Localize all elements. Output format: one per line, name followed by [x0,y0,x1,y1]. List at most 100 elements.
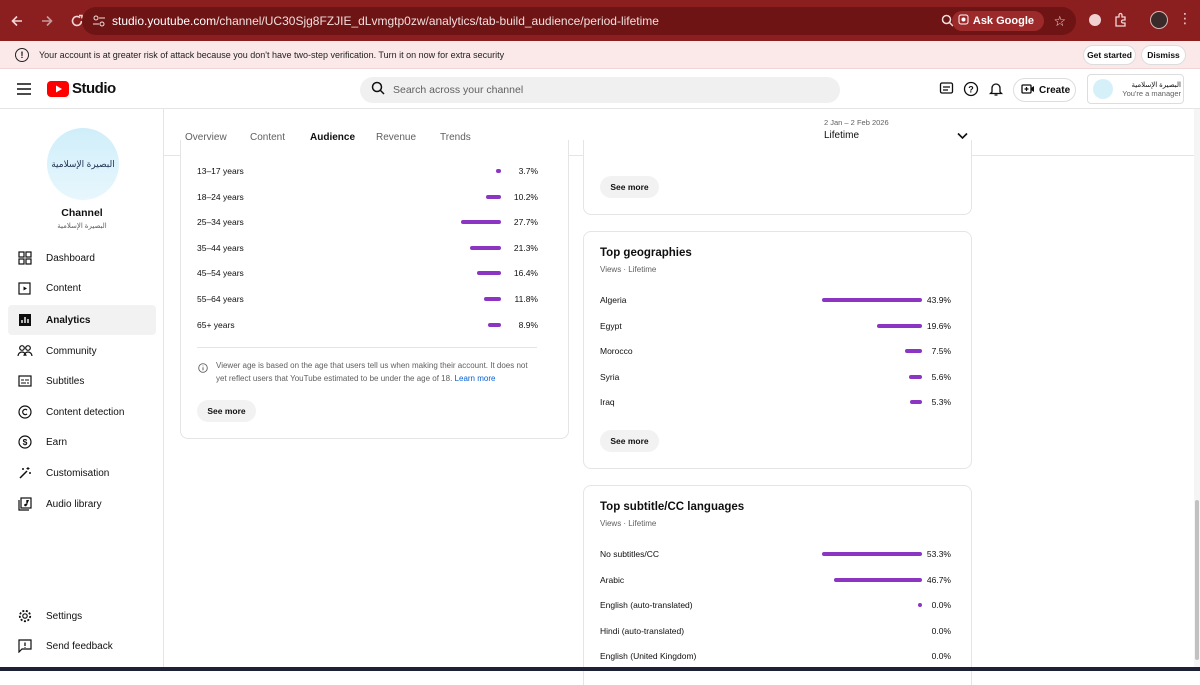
row-label: 18–24 years [197,191,244,202]
age-row: 25–34 years 27.7% [197,215,538,229]
security-banner: ! Your account is at greater risk of att… [0,41,1200,69]
studio-logo-text: Studio [72,80,116,97]
row-label: English (auto-translated) [600,600,693,611]
page-scrollbar[interactable] [1194,109,1200,671]
row-percentage: 53.3% [926,549,951,559]
scrollbar-thumb[interactable] [1195,500,1199,660]
top-see-more-button[interactable]: See more [600,176,659,198]
help-icon[interactable]: ? [962,80,980,98]
create-button[interactable]: Create [1013,78,1076,102]
account-switcher[interactable]: البصيرة الإسلامية You're a manager [1087,74,1184,104]
sidebar-item-label: Content detection [46,406,125,418]
learn-more-link[interactable]: Learn more [454,374,496,383]
sidebar-item-community[interactable]: Community [8,336,156,366]
sidebar-item-subtitles[interactable]: Subtitles [8,366,156,396]
row-percentage: 0.0% [931,600,951,611]
svg-text:?: ? [968,85,974,95]
row-percentage: 5.6% [931,371,951,382]
subtitle-language-row: English (auto-translated) 0.0% [600,598,951,612]
svg-text:$: $ [23,437,28,447]
geography-row: Syria 5.6% [600,370,951,384]
analytics-icon [17,312,33,328]
row-label: Syria [600,371,620,382]
row-bar [488,322,501,327]
dismiss-button[interactable]: Dismiss [1141,45,1186,65]
channel-avatar[interactable]: البصيرة الإسلامية [47,128,119,200]
row-bar [904,349,922,354]
sidebar-item-label: Audio library [46,498,102,510]
geographies-title: Top geographies [600,247,692,259]
site-settings-icon[interactable] [92,14,106,33]
notifications-bell-icon[interactable] [987,80,1005,98]
copyright-icon [17,404,33,420]
back-icon[interactable] [4,8,30,34]
tab-content[interactable]: Content [250,132,286,143]
row-bar [486,194,501,199]
age-row: 65+ years 8.9% [197,318,538,332]
period-selector[interactable]: 2 Jan – 2 Feb 2026 Lifetime [824,118,974,148]
age-row: 18–24 years 10.2% [197,190,538,204]
row-bar [822,298,922,302]
url-text: studio.youtube.com/channel/UC30Sjg8FZJIE… [112,14,659,28]
row-label: 13–17 years [197,166,244,176]
account-role: You're a manager [1122,88,1181,98]
channel-subtitle: البصيرة الإسلامية [57,223,107,230]
ask-google-button[interactable]: Ask Google [951,11,1044,31]
row-percentage: 27.7% [513,217,538,228]
row-label: Hindi (auto-translated) [600,625,685,636]
forward-icon[interactable] [34,8,60,34]
sidebar-item-settings[interactable]: Settings [8,601,156,631]
dashboard-icon [17,250,33,266]
sidebar: البصيرة الإسلامية Channel البصيرة الإسلا… [0,109,164,671]
sidebar-item-content-detection[interactable]: Content detection [8,397,156,427]
sidebar-item-audio-library[interactable]: Audio library [8,489,156,519]
sidebar-item-earn[interactable]: $ Earn [8,427,156,457]
lens-icon [958,14,969,28]
studio-logo[interactable]: Studio [47,80,116,97]
address-bar[interactable]: studio.youtube.com/channel/UC30Sjg8FZJIE… [82,7,1076,35]
extension-icon[interactable] [1088,13,1102,32]
period-range: 2 Jan – 2 Feb 2026 [824,118,889,127]
audio-library-icon [17,496,33,512]
sidebar-item-label: Subtitles [46,375,85,387]
age-row: 55–64 years 11.8% [197,292,538,306]
sidebar-item-send-feedback[interactable]: Send feedback [8,631,156,661]
row-percentage: 16.4% [513,268,538,279]
row-bar [495,169,501,173]
hamburger-menu-icon[interactable] [17,82,31,100]
tab-revenue[interactable]: Revenue [376,132,417,143]
sidebar-item-label: Dashboard [46,252,95,264]
profile-avatar-icon[interactable] [1150,11,1168,29]
tab-overview[interactable]: Overview [185,132,227,143]
geography-row: Algeria 43.9% [600,293,951,307]
banner-message: Your account is at greater risk of attac… [39,49,505,60]
info-icon [198,360,208,378]
row-bar [483,297,501,301]
bookmark-star-icon[interactable]: ☆ [1053,13,1066,29]
messages-icon[interactable] [938,80,956,98]
sidebar-item-customisation[interactable]: Customisation [8,458,156,488]
ask-google-label: Ask Google [972,15,1034,27]
tab-audience[interactable]: Audience [310,132,356,143]
age-card: 13–17 years 3.7% 18–24 years 10.2% 25–34 yea… [180,140,569,439]
account-avatar [1093,79,1113,99]
row-label: 55–64 years [197,294,244,304]
sidebar-item-label: Analytics [46,314,91,326]
geographies-see-more-button[interactable]: See more [600,430,659,452]
sidebar-item-dashboard[interactable]: Dashboard [8,243,156,273]
age-see-more-button[interactable]: See more [197,400,256,422]
tab-trends[interactable]: Trends [440,132,471,143]
subtitle-languages-title: Top subtitle/CC languages [600,501,745,513]
sidebar-item-analytics[interactable]: Analytics [8,305,156,335]
browser-menu-icon[interactable]: ⋮ [1178,10,1192,26]
extensions-puzzle-icon[interactable] [1113,12,1129,33]
subtitle-language-row: No subtitles/CC 53.3% [600,547,951,561]
sidebar-item-content[interactable]: Content [8,273,156,303]
row-percentage: 0.0% [931,625,951,636]
row-bar [909,374,922,379]
search-input[interactable]: Search across your channel [360,77,840,103]
create-video-icon [1021,83,1035,98]
subtitle-language-row: English (United Kingdom) 0.0% [600,649,951,663]
get-started-button[interactable]: Get started [1083,45,1136,65]
period-label: Lifetime [824,130,860,141]
